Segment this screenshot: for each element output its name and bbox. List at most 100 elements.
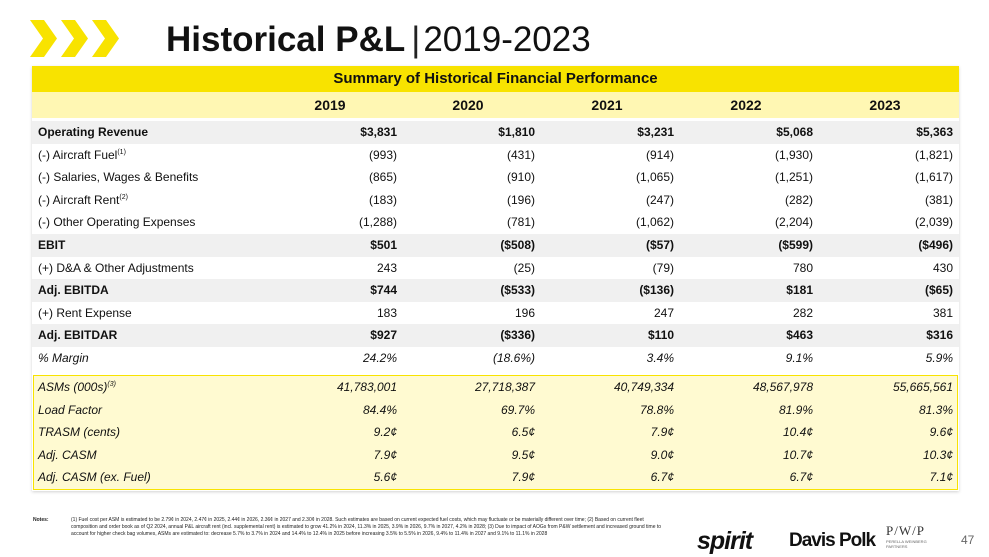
- cell-2022: 9.1%: [785, 350, 813, 365]
- cell-2022: $181: [786, 283, 813, 298]
- cell-2022: 81.9%: [778, 402, 813, 417]
- notes-text: (1) Fuel cost per ASM is estimated to be…: [71, 517, 662, 538]
- cell-2021: $3,231: [637, 125, 674, 139]
- cell-2023: 81.3%: [918, 402, 953, 417]
- cell-2019: $3,831: [360, 125, 397, 139]
- cell-2019: 183: [376, 305, 397, 320]
- cell-2023: 9.6¢: [929, 425, 953, 440]
- cell-2021: 78.8%: [639, 402, 674, 417]
- pwp-logo-mark: P/W/P: [886, 523, 925, 538]
- cell-2020: 7.9¢: [511, 470, 535, 485]
- year-header-2021: 2021: [591, 97, 623, 113]
- row-label-text: Adj. CASM (ex. Fuel): [38, 470, 151, 485]
- cell-2019: 41,783,001: [336, 380, 397, 394]
- row-label: Adj. EBITDA: [38, 279, 109, 302]
- cell-2022: 6.7¢: [789, 470, 813, 485]
- cell-2019: (993): [368, 147, 397, 162]
- cell-2021: (1,062): [635, 215, 674, 230]
- spirit-logo: spirit: [697, 527, 753, 555]
- cell-2023: $316: [926, 328, 953, 343]
- row-label-text: % Margin: [38, 350, 89, 365]
- cell-2020: 69.7%: [500, 402, 535, 417]
- cell-2020: 6.5¢: [511, 425, 535, 440]
- cell-2022: (2,204): [774, 215, 813, 230]
- row-label-text: (-) Salaries, Wages & Benefits: [38, 170, 199, 185]
- pl-rows: Operating Revenue $3,831 $1,810 $3,231 $5,06…: [32, 121, 959, 370]
- row-label-text: (-) Other Operating Expenses: [38, 215, 196, 230]
- row-label: (+) Rent Expense: [38, 302, 132, 325]
- cell-2019: (183): [368, 192, 397, 207]
- year-header-row: 2019 2020 2021 2022 2023: [32, 92, 959, 118]
- row-label-text: EBIT: [38, 237, 66, 252]
- row-label: TRASM (cents): [38, 421, 120, 444]
- cell-2023: 10.3¢: [922, 447, 953, 462]
- cell-2020: (18.6%): [492, 350, 535, 365]
- row-label-text: (+) Rent Expense: [38, 305, 132, 320]
- cell-2022: 282: [792, 305, 813, 320]
- table-row: EBIT $501 ($508) ($57) ($599) ($496): [32, 233, 959, 257]
- row-label-text: (-) Aircraft Fuel: [38, 147, 118, 162]
- table-row: (-) Aircraft Rent(2) (183) (196) (247) (282)…: [32, 189, 959, 212]
- table-row: Operating Revenue $3,831 $1,810 $3,231 $5,06…: [32, 121, 959, 144]
- cell-2019: 84.4%: [362, 402, 397, 417]
- row-label-text: Operating Revenue: [38, 125, 149, 139]
- table-row: Adj. CASM 7.9¢ 9.5¢ 9.0¢ 10.7¢ 10.3¢: [34, 444, 957, 467]
- cell-2022: 780: [792, 260, 813, 275]
- table-row: (-) Aircraft Fuel(1) (993) (431) (914) (1,93…: [32, 144, 959, 167]
- table-caption: Summary of Historical Financial Performa…: [32, 66, 959, 92]
- cell-2023: 55,665,561: [892, 380, 953, 394]
- cell-2020: ($336): [500, 328, 535, 343]
- row-label: (-) Aircraft Rent(2): [38, 189, 128, 212]
- cell-2021: (1,065): [635, 170, 674, 185]
- cell-2019: $927: [370, 328, 397, 343]
- cell-2021: (247): [645, 192, 674, 207]
- row-label-text: TRASM (cents): [38, 425, 121, 440]
- cell-2021: ($57): [645, 237, 674, 252]
- year-header-2020: 2020: [452, 97, 484, 113]
- davis-polk-logo: Davis Polk: [789, 530, 876, 551]
- row-label: Adj. EBITDAR: [38, 324, 117, 347]
- row-label-text: Adj. CASM: [38, 447, 97, 462]
- year-header-2023: 2023: [869, 97, 901, 113]
- cell-2023: 430: [932, 260, 953, 275]
- cell-2019: 243: [376, 260, 397, 275]
- cell-2020: 196: [514, 305, 535, 320]
- cell-2021: 40,749,334: [613, 380, 674, 394]
- cell-2019: (1,288): [358, 215, 397, 230]
- table-row: % Margin 24.2% (18.6%) 3.4% 9.1% 5.9%: [32, 347, 959, 370]
- table-row: Adj. EBITDAR $927 ($336) $110 $463 $316: [32, 324, 959, 347]
- row-label: EBIT: [38, 234, 65, 257]
- cell-2021: 247: [653, 305, 674, 320]
- footnote-marker: (2): [119, 193, 128, 201]
- cell-2022: 48,567,978: [752, 380, 813, 394]
- year-header-2019: 2019: [314, 97, 346, 113]
- row-label: Adj. CASM (ex. Fuel): [38, 466, 151, 489]
- cell-2022: (1,930): [774, 147, 813, 162]
- cell-2022: ($599): [778, 237, 813, 252]
- row-label: (+) D&A & Other Adjustments: [38, 257, 194, 280]
- row-label-text: Adj. EBITDAR: [38, 328, 118, 343]
- chevron-arrows-icon: [30, 20, 119, 57]
- cell-2023: 7.1¢: [929, 470, 953, 485]
- cell-2019: (865): [368, 170, 397, 185]
- row-label-text: Load Factor: [38, 402, 103, 417]
- year-header-2022: 2022: [730, 97, 762, 113]
- cell-2023: (1,617): [914, 170, 953, 185]
- row-label: (-) Other Operating Expenses: [38, 211, 195, 234]
- row-label: Adj. CASM: [38, 444, 97, 467]
- row-label: Load Factor: [38, 399, 102, 422]
- table-row: ASMs (000s)(3) 41,783,001 27,718,387 40,749…: [34, 376, 957, 399]
- cell-2023: 5.9%: [925, 350, 953, 365]
- cell-2020: (910): [506, 170, 535, 185]
- cell-2019: $501: [370, 237, 397, 252]
- cell-2021: 9.0¢: [650, 447, 674, 462]
- cell-2021: (914): [645, 147, 674, 162]
- cell-2020: 9.5¢: [511, 447, 535, 462]
- row-label-text: (-) Aircraft Rent: [38, 192, 120, 207]
- page-title-main: Historical P&L: [166, 20, 406, 59]
- operating-metrics-box: ASMs (000s)(3) 41,783,001 27,718,387 40,749…: [33, 375, 958, 490]
- cell-2023: ($496): [918, 237, 953, 252]
- row-label-text: Adj. EBITDA: [38, 283, 109, 298]
- cell-2021: 7.9¢: [650, 425, 674, 440]
- cell-2021: 6.7¢: [650, 470, 674, 485]
